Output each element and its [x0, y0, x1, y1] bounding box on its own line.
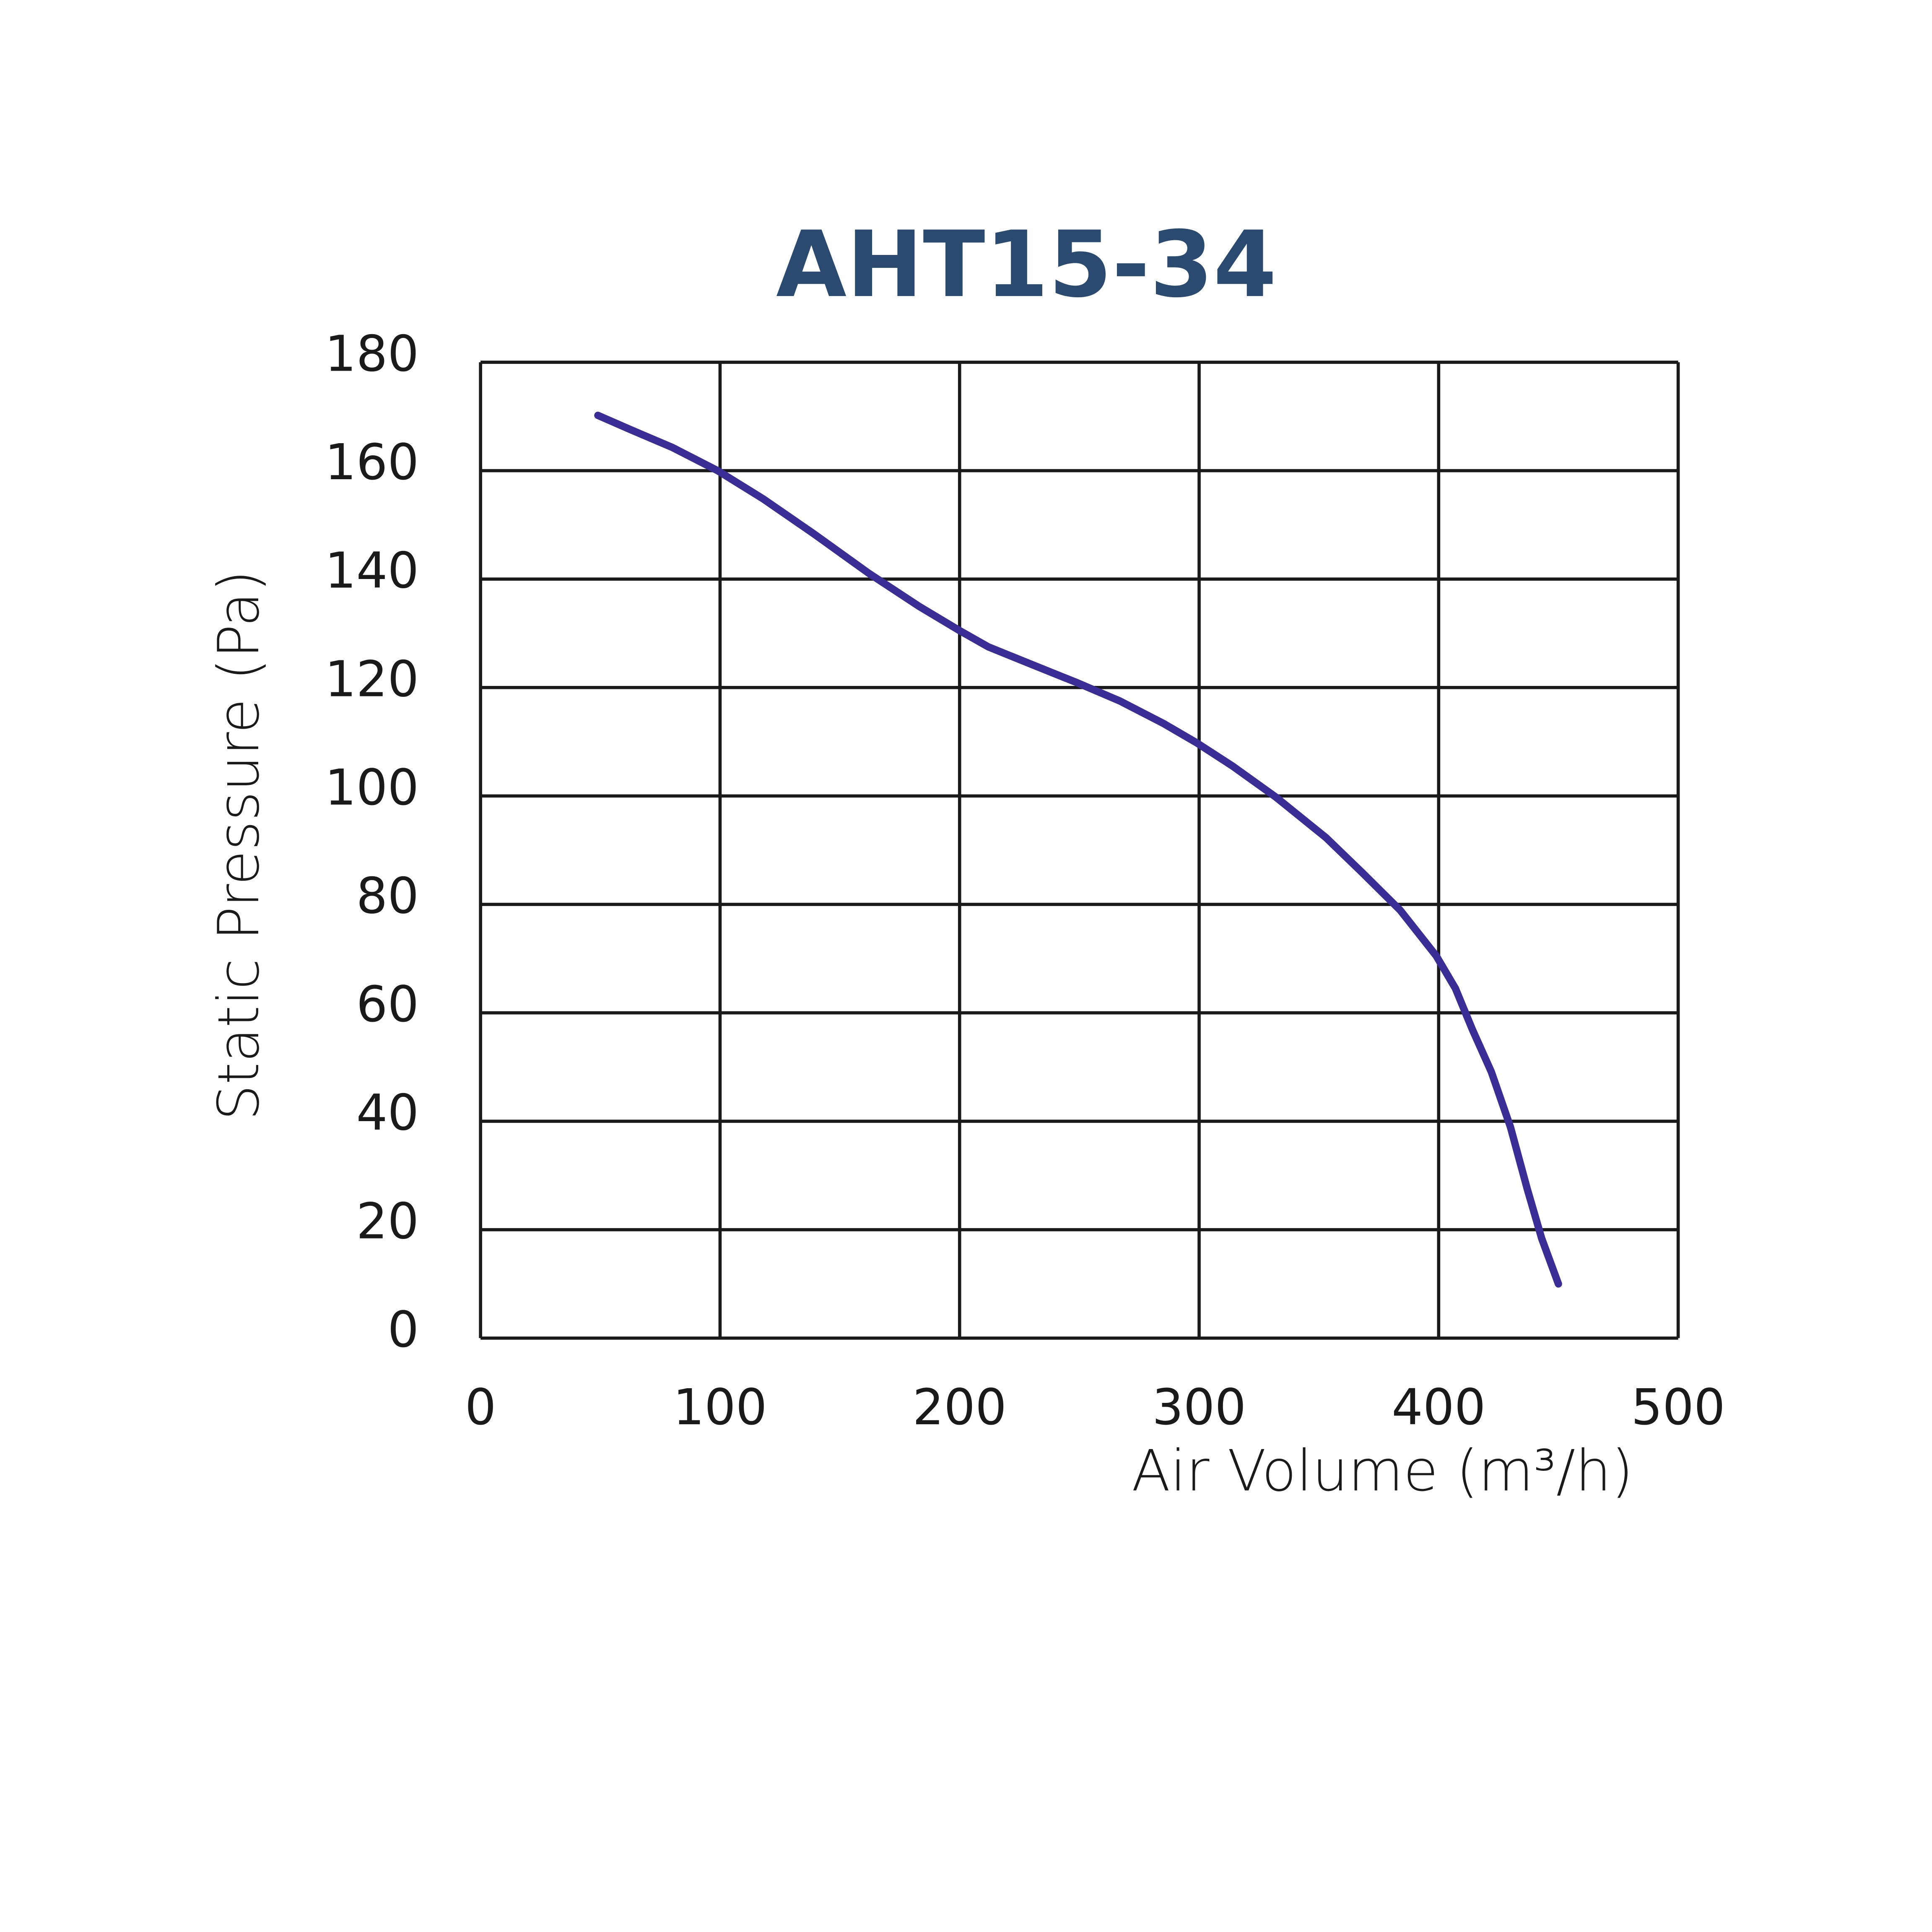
y-tick-label: 80	[356, 867, 419, 925]
x-tick-label: 0	[465, 1379, 496, 1436]
y-tick-label: 40	[356, 1084, 419, 1142]
x-tick-label: 400	[1392, 1379, 1485, 1436]
x-tick-label: 500	[1631, 1379, 1725, 1436]
y-tick-label: 180	[325, 325, 419, 382]
x-tick-label: 200	[913, 1379, 1007, 1436]
y-axis-label: Static Pressure (Pa)	[206, 570, 272, 1120]
chart-title: AHT15-34	[776, 212, 1277, 318]
y-tick-label: 140	[325, 542, 419, 600]
y-tick-label: 120	[325, 650, 419, 708]
x-tick-label: 100	[673, 1379, 767, 1436]
x-axis-label: Air Volume (m³/h)	[1132, 1438, 1633, 1504]
x-tick-label: 300	[1152, 1379, 1246, 1436]
curve	[594, 411, 1562, 1288]
y-tick-label: 60	[356, 976, 419, 1033]
y-tick-label: 0	[387, 1301, 419, 1358]
y-tick-label: 20	[356, 1192, 419, 1250]
y-tick-label: 100	[325, 759, 419, 816]
y-tick-label: 160	[325, 434, 419, 491]
